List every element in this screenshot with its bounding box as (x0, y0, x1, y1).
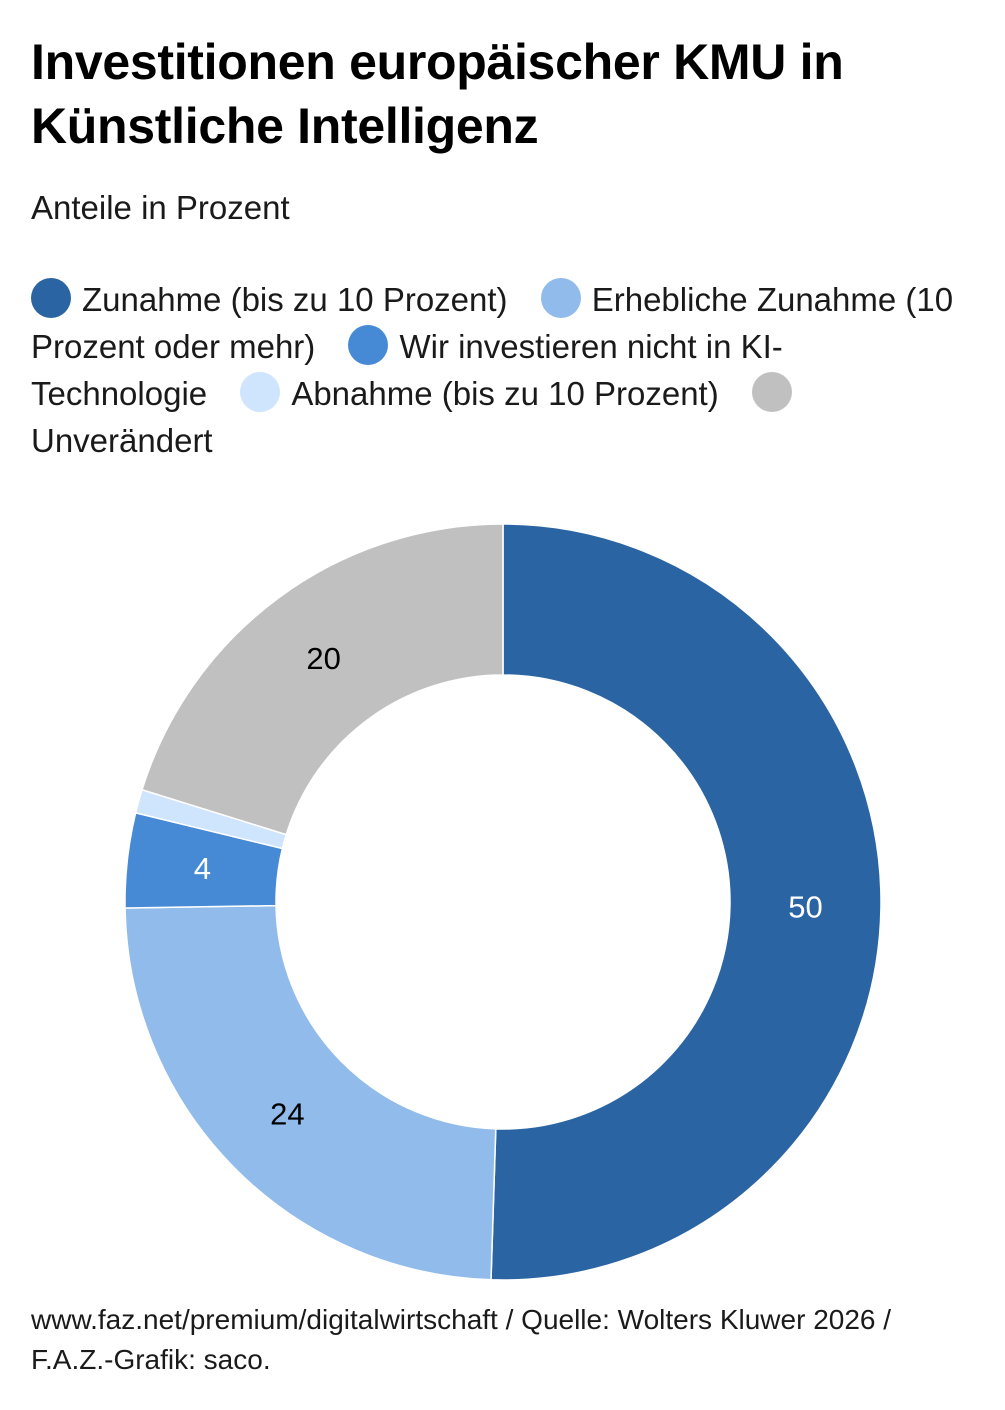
legend-swatch-nicht-investieren (348, 325, 389, 365)
donut-slices (124, 523, 882, 1281)
donut-slice-label-2: 4 (194, 851, 211, 886)
donut-chart-svg: 50 24 4 20 (124, 523, 882, 1281)
chart-title: Investitionen europäischer KMU in Künstl… (31, 34, 844, 154)
legend-item-unveraendert: Unverändert (31, 372, 803, 459)
legend-swatch-unveraendert (751, 372, 792, 412)
legend-swatch-abnahme (240, 372, 281, 412)
legend-label: Abnahme (bis zu 10 Prozent) (291, 375, 719, 412)
donut-slice-label-0: 50 (788, 889, 822, 924)
donut-slice-0 (490, 523, 882, 1281)
donut-slice-4 (141, 523, 504, 836)
legend-item-abnahme: Abnahme (bis zu 10 Prozent) (240, 372, 719, 412)
donut-slice-label-4: 20 (306, 641, 340, 676)
legend-swatch-zunahme (31, 278, 71, 318)
donut-chart: 50 24 4 20 (0, 500, 1005, 1300)
chart-subtitle: Anteile in Prozent (31, 189, 290, 226)
legend: Zunahme (bis zu 10 Prozent) Erhebliche Z… (31, 276, 981, 464)
source-footer: www.faz.net/premium/digitalwirtschaft / … (31, 1304, 892, 1375)
legend-label: Zunahme (bis zu 10 Prozent) (82, 281, 508, 318)
donut-slice-label-1: 24 (270, 1097, 304, 1132)
legend-label: Unverändert (31, 422, 213, 459)
legend-item-zunahme: Zunahme (bis zu 10 Prozent) (31, 278, 508, 318)
legend-label: Wir investieren nicht in KI-Technologie (31, 328, 783, 412)
legend-swatch-erhebliche-zunahme (540, 278, 581, 318)
donut-slice-1 (124, 904, 497, 1281)
legend-label: Erhebliche Zunahme (10 Prozent oder mehr… (31, 281, 954, 365)
legend-item-nicht-investieren: Wir investieren nicht in KI-Technologie (31, 325, 783, 412)
legend-item-erhebliche-zunahme: Erhebliche Zunahme (10 Prozent oder mehr… (31, 278, 954, 365)
donut-slice-labels: 50 24 4 20 (194, 641, 823, 1132)
